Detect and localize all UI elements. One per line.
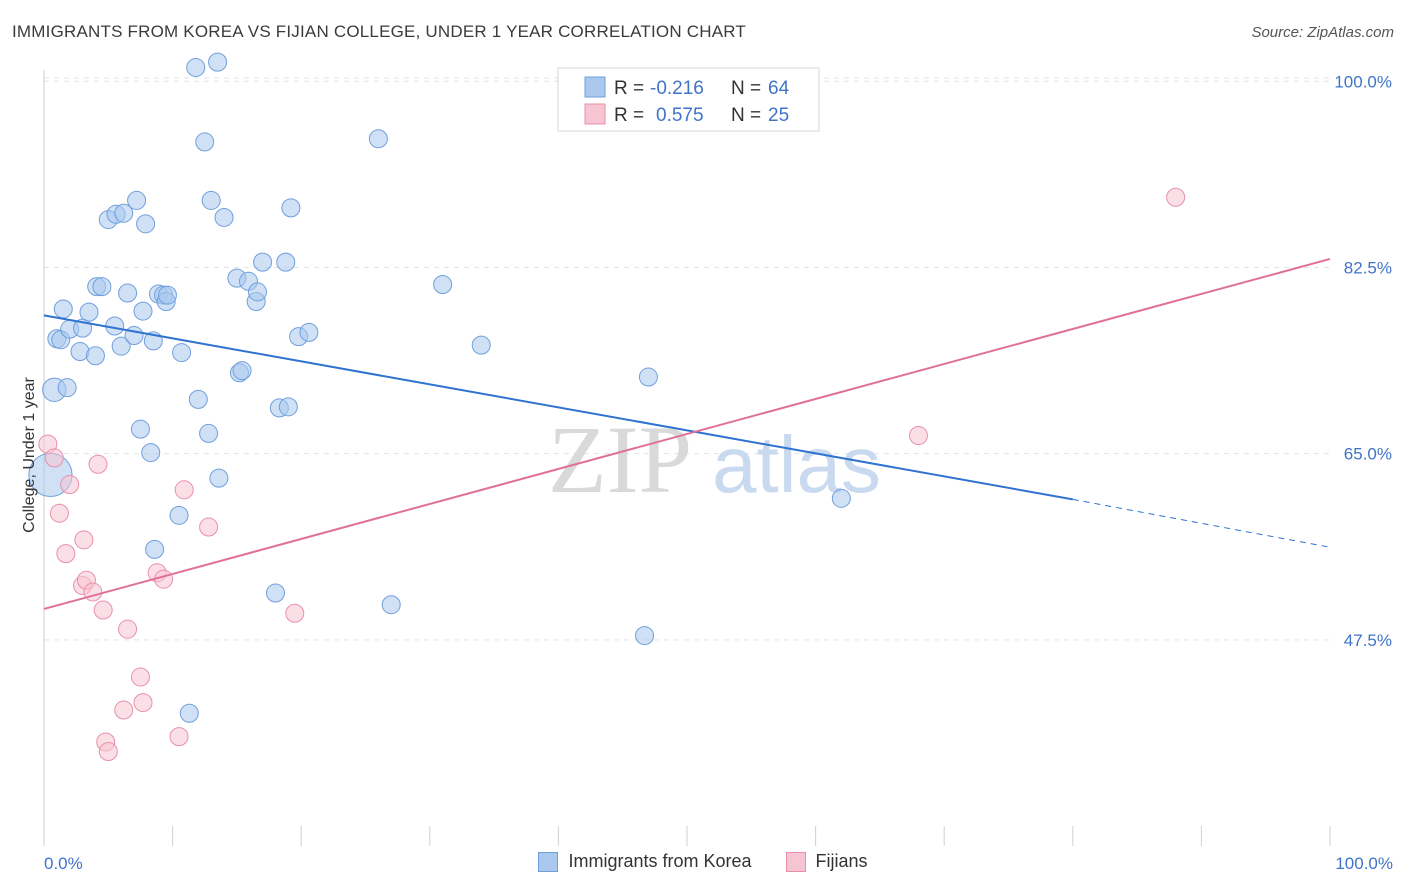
legend-r-value-2: 0.575 [656, 105, 704, 126]
korea-point [57, 378, 77, 398]
legend-swatch-fijians [584, 103, 606, 125]
korea-point [368, 129, 388, 149]
y-tick-label-0: 100.0% [1334, 72, 1392, 91]
korea-point [186, 57, 206, 77]
korea-point [199, 423, 219, 443]
fijians-trend-line [43, 257, 1331, 610]
y-tick-label-3: 47.5% [1344, 631, 1392, 650]
fijians-point [98, 742, 118, 762]
fijians-point [174, 480, 194, 500]
fijians-point [114, 700, 134, 720]
korea-point [281, 198, 301, 218]
fijians-point [60, 474, 80, 494]
korea-point [53, 299, 73, 319]
bottom-swatch-fijians [785, 851, 806, 872]
fijians-point [88, 454, 108, 474]
legend-n-value-2: 25 [768, 105, 789, 126]
fijians-point [74, 530, 94, 550]
series-korea-points [28, 52, 851, 723]
korea-point [195, 132, 215, 152]
legend-n-label-1: N = [731, 78, 761, 99]
fijians-point [93, 600, 113, 620]
fijians-point [118, 619, 138, 639]
bottom-legend-fijians: Fijians [785, 851, 868, 872]
korea-point [133, 301, 153, 321]
korea-trend-line [43, 314, 1073, 501]
korea-point [124, 326, 144, 346]
korea-point [276, 252, 296, 272]
legend-swatch-korea [584, 76, 606, 98]
korea-point [136, 214, 156, 234]
korea-point [111, 336, 131, 356]
korea-point [130, 419, 150, 439]
trend-lines [43, 257, 1331, 610]
korea-point [172, 343, 192, 363]
bottom-legend-korea-label: Immigrants from Korea [568, 851, 752, 871]
korea-point [85, 346, 105, 366]
y-tick-label-2: 65.0% [1344, 445, 1392, 464]
fijians-point [908, 426, 928, 446]
y-axis-label: College, Under 1 year [21, 377, 38, 533]
korea-point [188, 389, 208, 409]
fijians-point [49, 503, 69, 523]
korea-point [831, 488, 851, 508]
fijians-point [130, 667, 150, 687]
legend-box: R = -0.216 N = 64 R = 0.575 N = 25 [557, 67, 820, 132]
korea-point [635, 626, 655, 646]
korea-trend-extension [1072, 498, 1331, 548]
fijians-point [133, 693, 153, 713]
korea-point [278, 397, 298, 417]
bottom-legend-korea: Immigrants from Korea [538, 851, 752, 872]
watermark: ZIP atlas [548, 406, 881, 513]
korea-point [79, 302, 99, 322]
korea-point [145, 539, 165, 559]
bottom-legend: Immigrants from Korea Fijians [0, 851, 1406, 872]
fijians-point [44, 448, 64, 468]
legend-r-label-2: R = [614, 105, 644, 126]
korea-point [433, 274, 453, 294]
x-tick-label-0: 0.0% [44, 854, 83, 873]
legend-n-label-2: N = [731, 105, 761, 126]
korea-point [209, 468, 229, 488]
legend-n-value-1: 64 [768, 78, 790, 99]
korea-point [169, 505, 189, 525]
korea-point [118, 283, 138, 303]
chart-title: IMMIGRANTS FROM KOREA VS FIJIAN COLLEGE,… [12, 22, 746, 41]
watermark-atlas: atlas [712, 420, 881, 509]
korea-point [265, 583, 285, 603]
bottom-swatch-korea [538, 851, 559, 872]
x-tick-label-1: 100.0% [1335, 854, 1393, 873]
korea-point [299, 322, 319, 342]
fijians-point [199, 517, 219, 537]
korea-point [141, 443, 161, 463]
korea-point [471, 335, 491, 355]
fijians-point [56, 544, 76, 564]
series-fijians-points [38, 187, 1186, 762]
fijians-point [169, 727, 189, 747]
korea-point [114, 203, 134, 223]
korea-point [92, 277, 112, 297]
fijians-point [285, 603, 305, 623]
korea-point [253, 252, 273, 272]
y-tick-label-1: 82.5% [1344, 258, 1392, 277]
watermark-zip: ZIP [548, 406, 692, 513]
bottom-legend-fijians-label: Fijians [815, 851, 868, 871]
source-label: Source: ZipAtlas.com [1251, 24, 1394, 41]
korea-point [179, 703, 199, 723]
korea-point [208, 52, 228, 72]
korea-point [232, 361, 252, 381]
korea-point [638, 367, 658, 387]
korea-point [157, 285, 177, 305]
legend-r-value-1: -0.216 [650, 78, 704, 99]
fijians-point [154, 569, 174, 589]
korea-point [127, 190, 147, 210]
korea-point [201, 190, 221, 210]
korea-point [247, 282, 267, 302]
fijians-point [1166, 187, 1186, 207]
tick-labels: 100.0% 82.5% 65.0% 47.5% 0.0% 100.0% [44, 72, 1393, 873]
legend-r-label-1: R = [614, 78, 644, 99]
korea-point [214, 207, 234, 227]
korea-point [381, 595, 401, 615]
